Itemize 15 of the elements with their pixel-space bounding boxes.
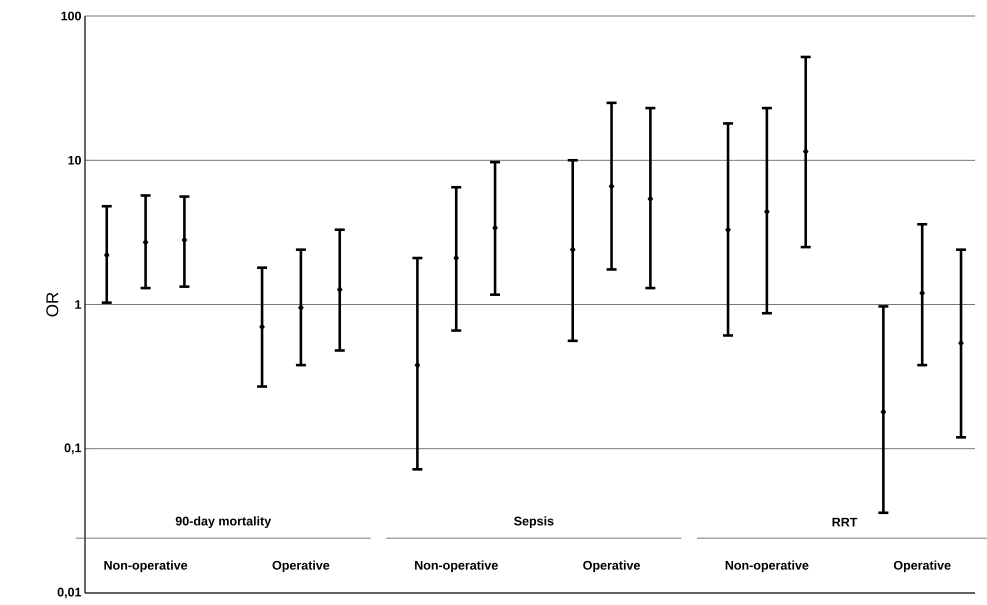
y-tick-label: 0,1: [64, 443, 82, 454]
y-tick-label: 10: [68, 156, 81, 165]
y-tick-label: 0,01: [58, 588, 82, 598]
annotation: Sepsis: [514, 516, 554, 528]
x-tick-label: Non-operative: [415, 560, 498, 572]
y-tick-label: 100: [61, 12, 81, 20]
x-tick-label: Operative: [272, 560, 330, 572]
y-tick-label: 1: [75, 300, 82, 309]
annotation: 90-day mortality: [176, 516, 272, 528]
x-tick-label: Operative: [583, 560, 640, 572]
y-axis-title: OR: [46, 292, 58, 316]
annotation: RRT: [832, 518, 858, 526]
x-tick-label: Non-operative: [104, 560, 188, 572]
x-tick-label: Non-operative: [726, 560, 808, 572]
x-tick-label: Operative: [894, 560, 951, 572]
